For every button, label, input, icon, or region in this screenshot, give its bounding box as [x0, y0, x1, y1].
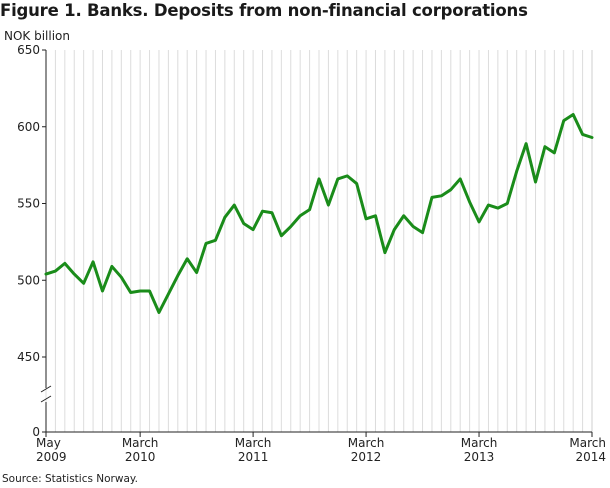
data-point	[54, 270, 56, 272]
data-point	[139, 290, 141, 292]
data-point	[544, 146, 546, 148]
x-tick-label-year: 2012	[351, 450, 382, 464]
data-point	[299, 215, 301, 217]
data-point	[290, 225, 292, 227]
y-tick-label: 0	[32, 425, 40, 439]
data-point	[581, 133, 583, 135]
y-tick-label: 550	[17, 197, 40, 211]
gridlines	[45, 50, 593, 432]
data-point	[431, 196, 433, 198]
x-tick-label-month: March	[461, 436, 498, 450]
data-point	[450, 188, 452, 190]
x-tick-label-month: March	[235, 436, 272, 450]
data-point	[318, 178, 320, 180]
data-point	[224, 216, 226, 218]
data-point	[280, 235, 282, 237]
data-point	[111, 265, 113, 267]
data-point	[45, 273, 47, 275]
axes	[40, 50, 593, 433]
data-point	[487, 204, 489, 206]
chart-title: Figure 1. Banks. Deposits from non-finan…	[0, 1, 528, 20]
data-point	[591, 136, 593, 138]
data-point	[82, 282, 84, 284]
data-point	[497, 207, 499, 209]
data-point	[261, 210, 263, 212]
data-point	[120, 276, 122, 278]
data-point	[92, 261, 94, 263]
data-point	[355, 182, 357, 184]
data-point	[534, 181, 536, 183]
data-point	[148, 290, 150, 292]
data-point	[346, 175, 348, 177]
y-tick-label: 600	[17, 120, 40, 134]
x-tick-label-year: 2014	[575, 450, 606, 464]
data-point	[177, 274, 179, 276]
data-point	[365, 218, 367, 220]
x-tick-label-year: 2013	[464, 450, 495, 464]
data-point	[440, 195, 442, 197]
y-tick-label: 450	[17, 350, 40, 364]
x-tick-label-year: 2009	[36, 450, 67, 464]
data-point	[384, 251, 386, 253]
x-tick-label-month: March	[122, 436, 159, 450]
data-point	[233, 204, 235, 206]
y-tick-label: 500	[17, 273, 40, 287]
data-point	[506, 202, 508, 204]
data-point	[271, 212, 273, 214]
data-point	[421, 231, 423, 233]
data-point	[412, 225, 414, 227]
x-tick-label-month: March	[348, 436, 385, 450]
data-point	[468, 201, 470, 203]
x-tick-label-month: March	[569, 436, 606, 450]
y-axis-ticks: 0 450 500 550 600 650	[17, 43, 46, 439]
x-tick-label-year: 2010	[125, 450, 156, 464]
series-line-deposits	[44, 112, 594, 314]
axis-break-mark-upper	[40, 385, 52, 393]
data-point	[308, 208, 310, 210]
data-point	[252, 228, 254, 230]
data-point	[130, 291, 132, 293]
x-tick-label-year: 2011	[238, 450, 269, 464]
y-tick-label: 650	[17, 43, 40, 57]
series-group	[44, 112, 594, 314]
data-point	[374, 215, 376, 217]
data-point	[525, 142, 527, 144]
data-point	[64, 262, 66, 264]
data-point	[158, 311, 160, 313]
data-point	[403, 215, 405, 217]
data-point	[459, 178, 461, 180]
data-point	[327, 204, 329, 206]
x-axis-ticks: May2009March2010March2011March2012March2…	[36, 432, 606, 464]
data-point	[73, 273, 75, 275]
data-point	[478, 221, 480, 223]
x-tick-label-month: May	[36, 436, 61, 450]
data-point	[553, 152, 555, 154]
data-point	[563, 119, 565, 121]
data-point	[167, 293, 169, 295]
data-point	[205, 242, 207, 244]
data-point	[214, 239, 216, 241]
data-point	[515, 170, 517, 172]
data-point	[186, 258, 188, 260]
data-point	[195, 271, 197, 273]
data-point	[393, 228, 395, 230]
data-point	[572, 113, 574, 115]
data-point	[242, 222, 244, 224]
data-point	[101, 290, 103, 292]
source-note: Source: Statistics Norway.	[2, 473, 138, 485]
axis-break-mark-lower	[40, 395, 52, 403]
y-axis-label: NOK billion	[4, 29, 70, 43]
data-point	[337, 178, 339, 180]
